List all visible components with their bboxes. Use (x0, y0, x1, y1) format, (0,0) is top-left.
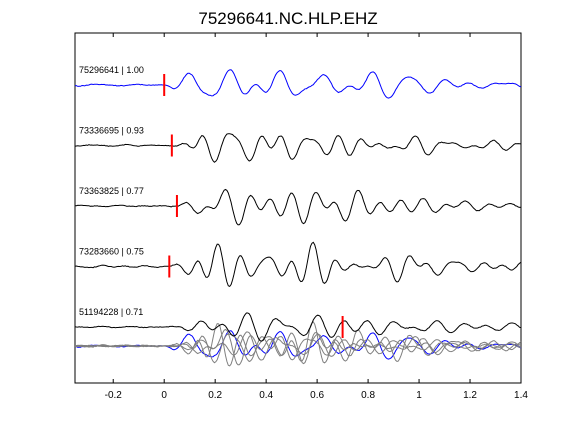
x-tick-label: 1.2 (463, 390, 477, 401)
trace-row: 73336695 | 0.93 (74, 126, 522, 163)
trace-row: 75296641 | 1.00 (74, 65, 522, 99)
trace-line (74, 312, 522, 342)
x-tick-label: -0.2 (105, 390, 123, 401)
trace-line (75, 188, 522, 226)
x-axis: -0.2 0 0.2 0.4 0.6 0.8 1 1.2 1.4 (105, 33, 528, 401)
trace-stack: 75296641 | 1.00 73336695 | 0.93 73363825 |… (74, 65, 522, 342)
x-tick-label: 0.6 (310, 390, 324, 401)
overlay-line (74, 331, 522, 361)
x-tick-label: 0.4 (259, 390, 273, 401)
x-tick-label: 0.8 (361, 390, 375, 401)
x-tick-label: 0 (161, 390, 167, 401)
trace-line (74, 69, 522, 99)
trace-label: 75296641 | 1.00 (79, 65, 144, 75)
trace-label: 51194228 | 0.71 (79, 307, 143, 317)
x-tick-label: 1 (416, 390, 422, 401)
trace-label: 73283660 | 0.75 (79, 247, 144, 257)
trace-row: 51194228 | 0.71 (74, 307, 522, 342)
x-tick-label: 0.2 (208, 390, 222, 401)
trace-label: 73336695 | 0.93 (79, 126, 144, 136)
trace-line (74, 133, 522, 163)
trace-label: 73363825 | 0.77 (79, 186, 144, 196)
chart-title: 75296641.NC.HLP.EHZ (198, 9, 377, 28)
x-tick-label: 1.4 (514, 390, 528, 401)
plot-frame (74, 32, 522, 384)
trace-row: 73283660 | 0.75 (74, 241, 522, 288)
stacked-overlay (74, 321, 522, 367)
trace-row: 73363825 | 0.77 (75, 186, 522, 226)
trace-line (74, 241, 522, 288)
overlay-line (75, 328, 522, 366)
